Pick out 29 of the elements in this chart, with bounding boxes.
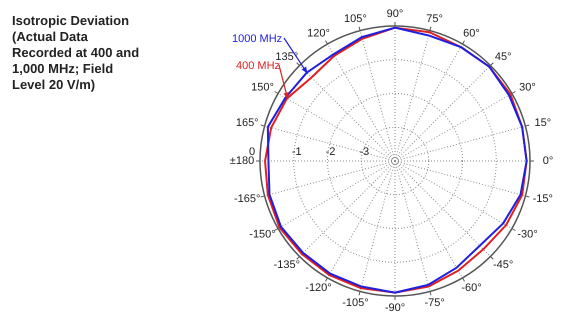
spoke-label: 75°: [426, 12, 443, 25]
spoke-label: 150°: [251, 81, 274, 94]
y-tick-label: -1: [292, 146, 302, 158]
text: 400 MHz: [236, 60, 280, 72]
spoke-label: 105°: [344, 12, 367, 25]
spoke-label: -90°: [384, 302, 406, 314]
spoke-label: 15°: [534, 116, 552, 129]
spoke-label: -165°: [234, 192, 260, 205]
spoke-label: -150°: [249, 228, 276, 240]
y-tick-label: -2: [326, 146, 336, 158]
spoke-label: 45°: [494, 50, 512, 63]
text: 1000 MHz: [232, 33, 282, 45]
spoke-label: -135°: [274, 258, 300, 271]
spoke-label: -45°: [493, 258, 514, 271]
y-tick-label: -3: [359, 146, 370, 158]
spoke-label: -105°: [342, 296, 369, 309]
spoke-label: 135°: [275, 50, 298, 63]
spoke-label: -60°: [461, 282, 482, 294]
spoke-label: 60°: [463, 28, 480, 40]
spoke-label: 90°: [386, 8, 404, 20]
spoke-label: 30°: [519, 81, 536, 94]
spoke-label: -15°: [532, 192, 553, 205]
spoke-label: 0°: [542, 154, 554, 167]
spoke-label: -30°: [517, 228, 538, 240]
spoke-label: 120°: [307, 28, 330, 40]
spoke-label: 165°: [236, 116, 259, 129]
spoke-label: -120°: [305, 282, 332, 294]
spoke-label: -75°: [424, 296, 445, 309]
text: Isotropic Deviation (Actual Data Recorded at 400 and 1,000 MHz; Field Level 20 V/m): [12, 13, 140, 92]
